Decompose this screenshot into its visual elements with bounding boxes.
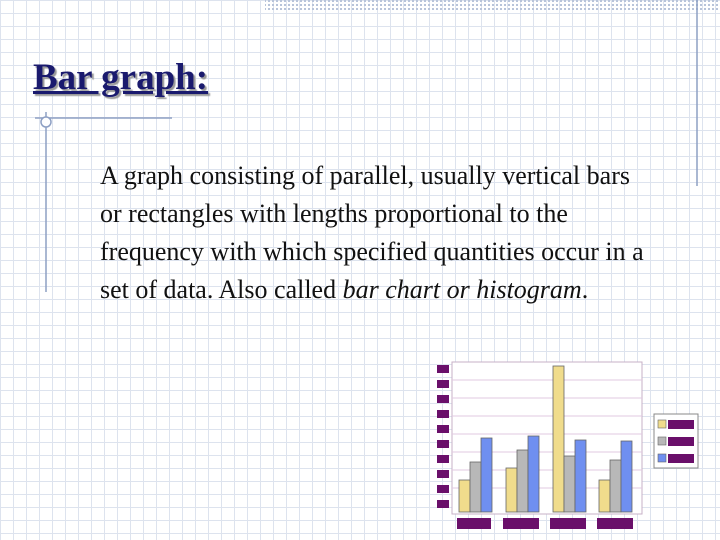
slide-title: Bar graph: <box>33 57 209 98</box>
definition-italic: bar chart or histogram <box>342 275 582 304</box>
top-band <box>265 0 720 12</box>
bar-chart-clipart <box>437 361 699 529</box>
definition-text: A graph consisting of parallel, usually … <box>100 161 644 304</box>
rule-knob <box>40 116 52 128</box>
definition-end: . <box>581 275 589 304</box>
definition: A graph consisting of parallel, usually … <box>100 157 648 309</box>
